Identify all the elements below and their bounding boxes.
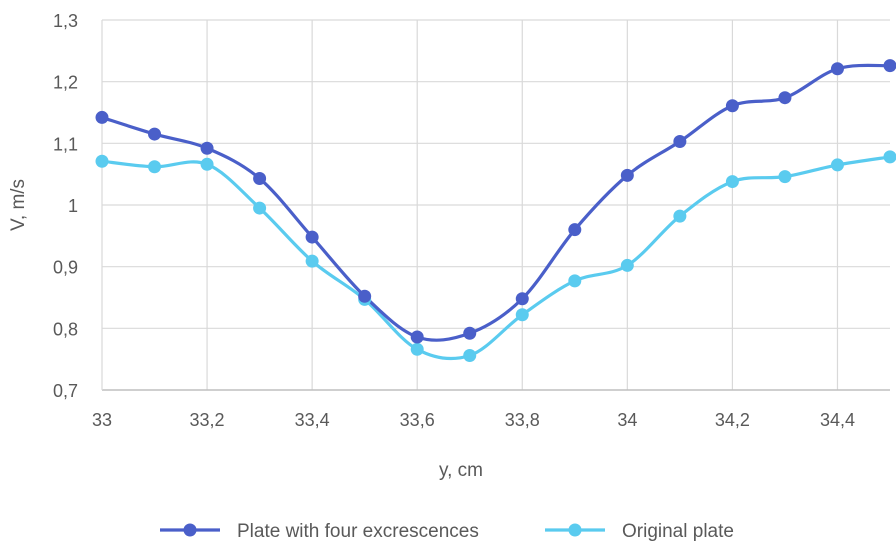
legend-marker-0	[184, 524, 197, 537]
data-point	[831, 158, 844, 171]
data-point	[306, 255, 319, 268]
data-point	[148, 160, 161, 173]
series-markers	[96, 59, 896, 362]
legend-marker-1	[569, 524, 582, 537]
data-point	[148, 128, 161, 141]
y-tick-label: 1,2	[53, 73, 78, 93]
data-point	[201, 142, 214, 155]
data-point	[516, 308, 529, 321]
data-point	[568, 274, 581, 287]
data-point	[306, 231, 319, 244]
series-lines	[102, 65, 890, 358]
data-point	[621, 169, 634, 182]
data-point	[463, 349, 476, 362]
data-point	[253, 172, 266, 185]
data-point	[201, 158, 214, 171]
tick-labels: 0,7 0,8 0,9 1 1,1 1,2 1,3 33 33,2 33,4 33,6 33,8 34 3…	[53, 11, 855, 430]
data-point	[358, 290, 371, 303]
x-tick-label: 33,2	[190, 410, 225, 430]
legend-label-0: Plate with four excrescences	[237, 521, 479, 542]
legend-label-1: Original plate	[622, 521, 734, 542]
y-tick-label: 0,8	[53, 319, 78, 339]
data-point	[621, 259, 634, 272]
data-point	[831, 62, 844, 75]
x-tick-label: 33,6	[400, 410, 435, 430]
data-point	[96, 111, 109, 124]
data-point	[411, 330, 424, 343]
y-tick-label: 1,3	[53, 11, 78, 31]
data-point	[253, 202, 266, 215]
data-point	[568, 223, 581, 236]
data-point	[778, 170, 791, 183]
x-tick-label: 34,4	[820, 410, 855, 430]
y-tick-label: 1,1	[53, 134, 78, 154]
y-axis-title: V, m/s	[8, 179, 29, 231]
data-point	[884, 150, 896, 163]
x-tick-label: 34,2	[715, 410, 750, 430]
data-point	[726, 99, 739, 112]
series-line-0	[102, 65, 890, 340]
x-tick-label: 33	[92, 410, 112, 430]
x-tick-label: 33,8	[505, 410, 540, 430]
x-tick-label: 34	[617, 410, 637, 430]
data-point	[726, 175, 739, 188]
grid-lines	[102, 20, 890, 390]
data-point	[673, 210, 686, 223]
y-tick-label: 1	[68, 196, 78, 216]
y-tick-label: 0,7	[53, 381, 78, 401]
data-point	[516, 292, 529, 305]
data-point	[673, 135, 686, 148]
data-point	[96, 155, 109, 168]
x-tick-label: 33,4	[295, 410, 330, 430]
data-point	[463, 327, 476, 340]
x-axis-title: y, cm	[439, 460, 483, 481]
data-point	[411, 343, 424, 356]
data-point	[778, 91, 791, 104]
data-point	[884, 59, 896, 72]
y-tick-label: 0,9	[53, 258, 78, 278]
legend: Plate with four excrescences Original pla…	[160, 521, 734, 542]
